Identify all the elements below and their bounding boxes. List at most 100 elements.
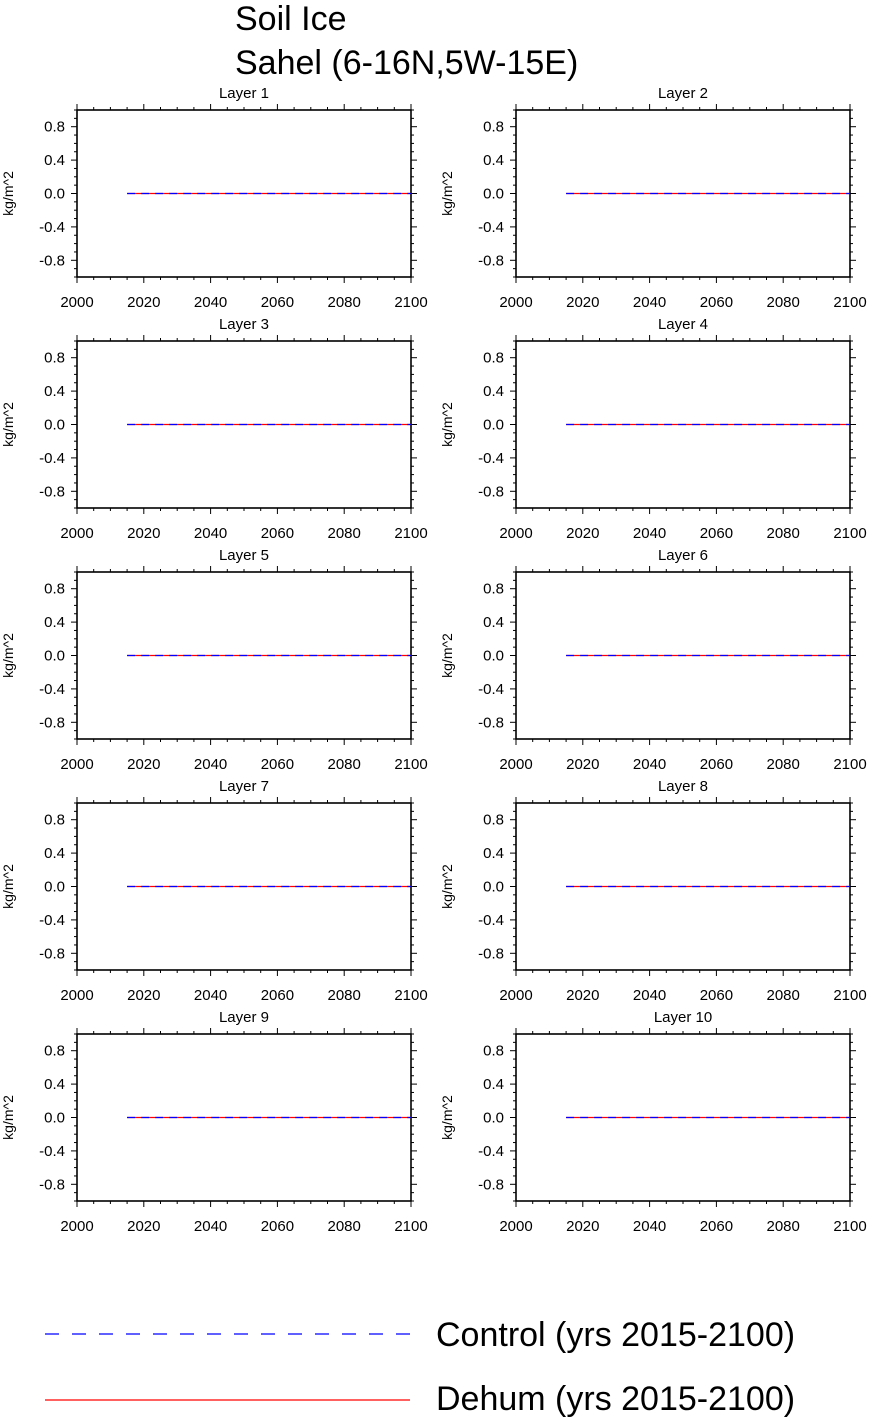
legend-dehum-label: Dehum (yrs 2015-2100)	[436, 1380, 795, 1418]
x-tick-label: 2080	[328, 294, 361, 311]
x-tick-label: 2080	[328, 1218, 361, 1235]
x-tick-label: 2020	[127, 987, 160, 1004]
y-axis-label: kg/m^2	[439, 1095, 455, 1140]
x-tick-label: 2000	[499, 294, 532, 311]
x-tick-label: 2040	[194, 525, 227, 542]
y-tick-label: -0.8	[478, 945, 504, 962]
legend: Control (yrs 2015-2100) Dehum (yrs 2015-…	[45, 1316, 795, 1418]
y-tick-label: 0.4	[44, 1076, 65, 1093]
x-tick-label: 2020	[566, 525, 599, 542]
x-tick-label: 2020	[127, 525, 160, 542]
y-tick-label: -0.8	[39, 945, 65, 962]
panel-layer-5: Layer 5 2000 2020 2040 2060 2080 2100 0.8 0.4 0.0…	[0, 547, 428, 773]
y-axis-label: kg/m^2	[439, 633, 455, 678]
panel-title: Layer 4	[658, 316, 708, 333]
panel-layer-6: Layer 6 2000 2020 2040 2060 2080 2100 0.8 0.4 0.0…	[439, 547, 867, 773]
y-tick-label: 0.4	[483, 1076, 504, 1093]
panel-layer-2: Layer 2 2000 2020 2040 2060 2080 2100 0.8 0.4 0.0…	[439, 85, 867, 311]
y-tick-label: -0.4	[478, 912, 504, 929]
x-tick-label: 2020	[566, 294, 599, 311]
y-tick-label: 0.0	[44, 648, 65, 665]
y-tick-label: -0.8	[39, 483, 65, 500]
x-tick-label: 2100	[833, 294, 866, 311]
x-tick-label: 2060	[700, 1218, 733, 1235]
x-tick-label: 2080	[328, 756, 361, 773]
x-tick-label: 2080	[767, 756, 800, 773]
y-tick-label: 0.0	[44, 879, 65, 896]
x-tick-label: 2040	[194, 1218, 227, 1235]
y-axis-label: kg/m^2	[439, 171, 455, 216]
x-tick-label: 2040	[194, 987, 227, 1004]
x-tick-label: 2100	[394, 1218, 427, 1235]
x-tick-label: 2060	[261, 987, 294, 1004]
y-tick-label: 0.0	[483, 186, 504, 203]
y-tick-label: 0.0	[483, 417, 504, 434]
x-tick-label: 2020	[566, 756, 599, 773]
y-tick-label: 0.8	[44, 581, 65, 598]
y-tick-label: 0.4	[483, 845, 504, 862]
panel-layer-7: Layer 7 2000 2020 2040 2060 2080 2100 0.8 0.4 0.0…	[0, 778, 428, 1004]
x-tick-label: 2040	[194, 756, 227, 773]
x-tick-label: 2080	[767, 987, 800, 1004]
y-axis-label: kg/m^2	[439, 402, 455, 447]
x-tick-label: 2080	[328, 987, 361, 1004]
figure-title-line1: Soil Ice	[235, 0, 347, 38]
panel-layer-9: Layer 9 2000 2020 2040 2060 2080 2100 0.8 0.4 0.0…	[0, 1009, 428, 1235]
y-tick-label: -0.8	[39, 714, 65, 731]
y-tick-label: -0.4	[39, 450, 65, 467]
x-tick-label: 2000	[499, 1218, 532, 1235]
y-tick-label: -0.8	[478, 483, 504, 500]
y-tick-label: -0.8	[478, 252, 504, 269]
y-tick-label: 0.8	[483, 812, 504, 829]
y-tick-label: 0.0	[483, 648, 504, 665]
panel-layer-3: Layer 3 2000 2020 2040 2060 2080 2100 0.8 0.4 0.0…	[0, 316, 428, 542]
y-tick-label: -0.4	[39, 681, 65, 698]
x-tick-label: 2020	[127, 1218, 160, 1235]
y-tick-label: 0.0	[483, 1110, 504, 1127]
y-axis-label: kg/m^2	[0, 402, 16, 447]
y-tick-label: -0.4	[478, 1143, 504, 1160]
y-tick-label: 0.0	[44, 417, 65, 434]
x-tick-label: 2080	[767, 1218, 800, 1235]
y-tick-label: -0.8	[39, 1176, 65, 1193]
x-tick-label: 2060	[700, 525, 733, 542]
panel-title: Layer 10	[654, 1009, 712, 1026]
y-tick-label: 0.0	[44, 186, 65, 203]
y-tick-label: 0.8	[483, 581, 504, 598]
x-tick-label: 2060	[700, 294, 733, 311]
panel-grid: Layer 1 2000 2020 2040 2060 2080 2100 0.8 0.4 0.0…	[0, 85, 867, 1235]
y-tick-label: 0.8	[483, 350, 504, 367]
x-tick-label: 2040	[633, 294, 666, 311]
x-tick-label: 2000	[60, 294, 93, 311]
x-tick-label: 2000	[499, 525, 532, 542]
x-tick-label: 2100	[833, 756, 866, 773]
y-tick-label: -0.4	[478, 219, 504, 236]
x-tick-label: 2040	[633, 525, 666, 542]
panel-title: Layer 8	[658, 778, 708, 795]
x-tick-label: 2100	[833, 1218, 866, 1235]
y-tick-label: -0.8	[39, 252, 65, 269]
y-tick-label: 0.4	[44, 152, 65, 169]
y-tick-label: 0.8	[44, 350, 65, 367]
panel-title: Layer 9	[219, 1009, 269, 1026]
y-tick-label: 0.0	[44, 1110, 65, 1127]
y-axis-label: kg/m^2	[439, 864, 455, 909]
x-tick-label: 2100	[394, 756, 427, 773]
panel-layer-8: Layer 8 2000 2020 2040 2060 2080 2100 0.8 0.4 0.0…	[439, 778, 867, 1004]
x-tick-label: 2000	[60, 1218, 93, 1235]
y-tick-label: 0.8	[44, 1043, 65, 1060]
y-tick-label: 0.8	[483, 119, 504, 136]
x-tick-label: 2080	[328, 525, 361, 542]
x-tick-label: 2060	[261, 756, 294, 773]
x-tick-label: 2080	[767, 294, 800, 311]
panel-title: Layer 3	[219, 316, 269, 333]
y-axis-label: kg/m^2	[0, 864, 16, 909]
figure-title-line2: Sahel (6-16N,5W-15E)	[235, 44, 578, 82]
x-tick-label: 2040	[194, 294, 227, 311]
x-tick-label: 2000	[499, 756, 532, 773]
x-tick-label: 2060	[261, 525, 294, 542]
x-tick-label: 2000	[60, 756, 93, 773]
y-tick-label: -0.8	[478, 1176, 504, 1193]
x-tick-label: 2100	[394, 987, 427, 1004]
